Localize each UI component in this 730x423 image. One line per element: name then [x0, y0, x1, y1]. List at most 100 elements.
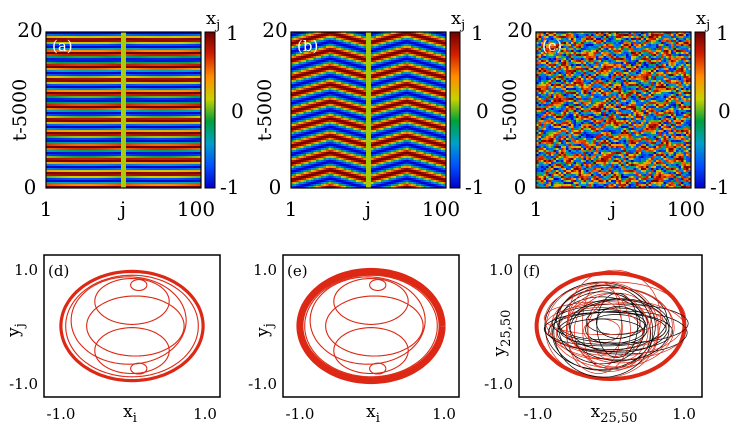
heatmap-cell: [68, 148, 72, 151]
heatmap-cell: [68, 84, 72, 87]
heatmap-cell: [111, 146, 115, 149]
heatmap-cell: [128, 118, 132, 121]
heatmap-cell: [68, 106, 72, 109]
heatmap-cell: [181, 152, 185, 155]
heatmap-cell: [131, 36, 135, 39]
heatmap-cell: [73, 146, 77, 149]
heatmap-cell: [113, 124, 117, 127]
heatmap-cell: [111, 78, 115, 81]
heatmap-cell: [83, 152, 87, 155]
heatmap-cell: [46, 114, 50, 117]
heatmap-cell: [66, 154, 70, 157]
heatmap-cell: [158, 160, 162, 163]
heatmap-cell: [78, 64, 82, 67]
heatmap-cell: [171, 56, 175, 59]
heatmap-cell: [198, 106, 201, 109]
heatmap-cell: [123, 176, 127, 179]
heatmap-cell: [191, 152, 195, 155]
heatmap-cell: [113, 144, 117, 147]
heatmap-cell: [53, 168, 57, 171]
heatmap-cell: [158, 68, 162, 71]
heatmap-cell: [123, 82, 127, 85]
heatmap-cell: [191, 184, 195, 187]
heatmap-cell: [51, 158, 55, 161]
heatmap-cell: [106, 106, 110, 109]
heatmap-cell: [168, 136, 172, 139]
heatmap-cell: [183, 184, 187, 187]
heatmap-cell: [193, 74, 197, 77]
heatmap-cell: [116, 138, 120, 141]
heatmap-cell: [91, 56, 95, 59]
heatmap-cell: [61, 150, 65, 153]
heatmap-cell: [191, 144, 195, 147]
heatmap-cell: [61, 94, 65, 97]
heatmap-cell: [176, 126, 180, 129]
heatmap-cell: [143, 74, 147, 77]
heatmap-cell: [133, 130, 137, 133]
heatmap-cell: [326, 32, 330, 35]
heatmap-cell: [61, 86, 65, 89]
heatmap-cell: [398, 32, 402, 35]
heatmap-cell: [416, 34, 420, 37]
heatmap-cell: [108, 150, 112, 153]
heatmap-cell: [123, 58, 127, 61]
heatmap-cell: [118, 118, 122, 121]
heatmap-cell: [151, 132, 155, 135]
heatmap-cell: [108, 122, 112, 125]
heatmap-cell: [181, 140, 185, 143]
heatmap-cell: [161, 172, 165, 175]
heatmap-cell: [141, 52, 145, 55]
heatmap-cell: [188, 86, 192, 89]
heatmap-cell: [113, 166, 117, 169]
heatmap-cell: [81, 164, 85, 167]
heatmap-cell: [141, 76, 145, 79]
heatmap-cell: [138, 140, 142, 143]
heatmap-cell: [173, 62, 177, 65]
heatmap-cell: [171, 158, 175, 161]
heatmap-cell: [88, 74, 92, 77]
heatmap-cell: [188, 108, 192, 111]
heatmap-cell: [186, 158, 190, 161]
heatmap-cell: [158, 34, 162, 37]
heatmap-cell: [321, 34, 325, 37]
heatmap-cell: [196, 72, 200, 75]
heatmap-cell: [198, 110, 201, 113]
heatmap-cell: [141, 128, 145, 131]
heatmap-cell: [98, 170, 102, 173]
heatmap-cell: [181, 34, 185, 37]
heatmap-cell: [128, 104, 132, 107]
heatmap-cell: [76, 104, 80, 107]
heatmap-cell: [53, 80, 57, 83]
heatmap-cell: [108, 134, 112, 137]
heatmap-cell: [111, 56, 115, 59]
heatmap-cell: [108, 180, 112, 183]
heatmap-cell: [166, 160, 170, 163]
heatmap-cell: [163, 140, 167, 143]
heatmap-cell: [86, 42, 90, 45]
heatmap-cell: [141, 152, 145, 155]
heatmap-cell: [61, 126, 65, 129]
heatmap-cell: [133, 160, 137, 163]
heatmap-cell: [111, 176, 115, 179]
heatmap-cell: [168, 56, 172, 59]
heatmap-cell: [158, 82, 162, 85]
heatmap-cell: [81, 46, 85, 49]
heatmap-cell: [176, 158, 180, 161]
heatmap-cell: [173, 150, 177, 153]
heatmap-cell: [121, 122, 125, 125]
heatmap-cell: [353, 34, 357, 37]
heatmap-cell: [126, 38, 130, 41]
heatmap-cell: [193, 102, 197, 105]
heatmap-cell: [188, 76, 192, 79]
heatmap-cell: [141, 104, 145, 107]
heatmap-cell: [63, 34, 67, 37]
heatmap-cell: [111, 100, 115, 103]
heatmap-cell: [168, 152, 172, 155]
heatmap-cell: [93, 78, 97, 81]
heatmap-cell: [198, 66, 201, 69]
heatmap-cell: [86, 138, 90, 141]
heatmap-cell: [163, 60, 167, 63]
heatmap-cell: [58, 34, 62, 37]
heatmap-cell: [136, 110, 140, 113]
heatmap-cell: [86, 148, 90, 151]
